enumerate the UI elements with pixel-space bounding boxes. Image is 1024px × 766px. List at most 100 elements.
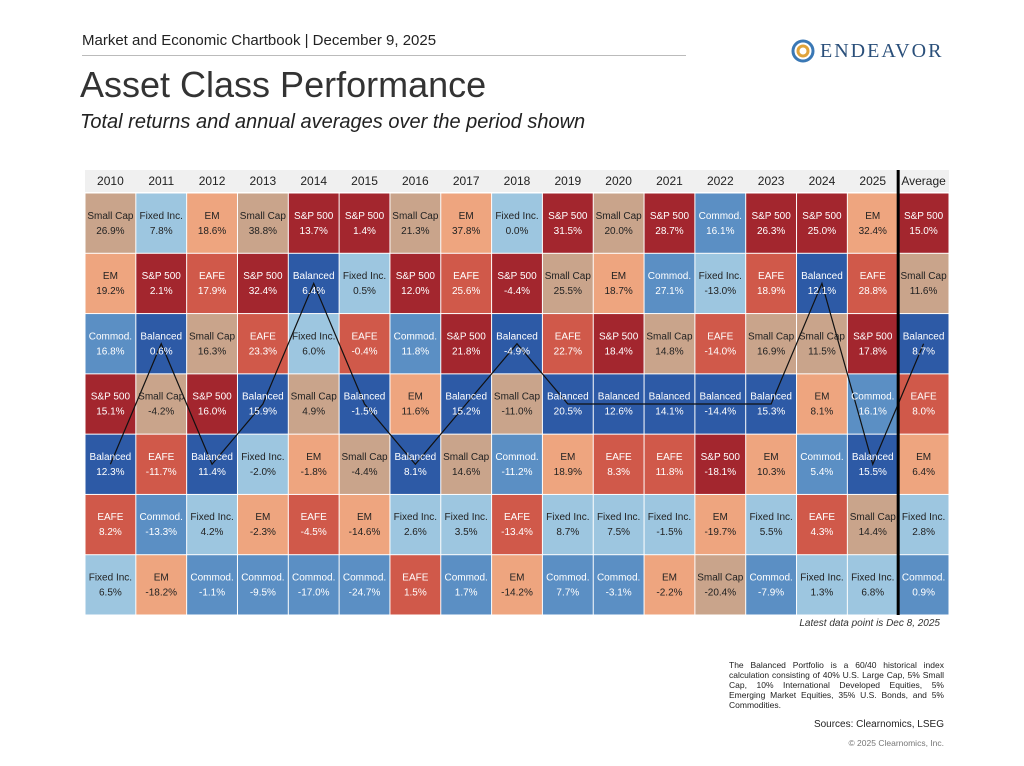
cell [85, 253, 136, 314]
cell-label: Balanced [293, 271, 335, 282]
cell-label: Balanced [191, 452, 233, 463]
cell-label: EAFE [97, 512, 123, 523]
cell [695, 193, 746, 253]
breadcrumb: Market and Economic Chartbook | December… [82, 32, 437, 49]
cell [339, 555, 390, 615]
cell-value: 8.0% [912, 407, 935, 418]
cell [542, 494, 593, 555]
cell [85, 374, 136, 434]
cell [898, 374, 949, 434]
cell-label: Small Cap [545, 271, 592, 282]
cell-value: -2.0% [250, 467, 276, 478]
cell [542, 434, 593, 494]
cell-label: Fixed Inc. [292, 331, 335, 342]
cell-value: -1.5% [351, 407, 377, 418]
cell [492, 253, 542, 314]
cell-label: Balanced [852, 452, 894, 463]
cell [898, 193, 949, 253]
cell [136, 374, 187, 434]
cell [797, 374, 847, 434]
cell [847, 253, 898, 314]
cell [339, 253, 390, 314]
cell [187, 314, 237, 374]
cell [187, 253, 237, 314]
column-header: 2019 [554, 174, 581, 188]
cell [288, 434, 339, 494]
cell-label: Small Cap [850, 512, 897, 523]
cell-value: 3.5% [455, 527, 478, 538]
cell-label: Balanced [598, 392, 640, 403]
cell [593, 494, 644, 555]
cell [441, 314, 492, 374]
cell-value: 11.8% [656, 467, 684, 478]
logo-text: ENDEAVOR [820, 39, 944, 62]
cell-label: EAFE [606, 452, 632, 463]
cell [746, 193, 797, 253]
cell-label: Fixed Inc. [699, 271, 742, 282]
cell-label: EM [764, 452, 779, 463]
cell-value: -19.7% [704, 527, 736, 538]
cell-label: Small Cap [697, 572, 744, 583]
cell-value: -4.9% [504, 346, 530, 357]
cell-label: Balanced [90, 452, 132, 463]
cell [390, 193, 441, 253]
divider [82, 55, 686, 56]
cell-value: 17.8% [859, 346, 887, 357]
cell-label: Fixed Inc. [495, 211, 538, 222]
cell [898, 494, 949, 555]
cell-value: 26.9% [96, 226, 124, 237]
cell-value: 15.1% [96, 407, 124, 418]
cell-label: EAFE [860, 271, 886, 282]
cell [288, 193, 339, 253]
cell-value: 6.5% [99, 587, 122, 598]
cell-label: Fixed Inc. [343, 271, 386, 282]
cell-label: EM [865, 211, 880, 222]
cell [898, 253, 949, 314]
cell-label: Commod. [851, 392, 894, 403]
cell-label: Small Cap [799, 331, 846, 342]
cell-value: -13.4% [501, 527, 533, 538]
cell-value: 25.6% [452, 286, 480, 297]
cell-value: 11.6% [402, 407, 430, 418]
cell-label: Commod. [394, 331, 437, 342]
cell-value: 0.0% [506, 226, 529, 237]
cell-label: EM [154, 572, 169, 583]
cell [492, 193, 542, 253]
cell-value: -18.2% [145, 587, 177, 598]
column-header: 2010 [97, 174, 124, 188]
cell-value: 32.4% [249, 286, 277, 297]
cell [492, 494, 542, 555]
cell-label: Small Cap [341, 452, 388, 463]
cell-value: 10.3% [757, 467, 785, 478]
cell-value: -1.1% [199, 587, 225, 598]
cell-label: Fixed Inc. [140, 211, 183, 222]
cell-label: Balanced [547, 392, 589, 403]
cell [390, 314, 441, 374]
cell [644, 555, 695, 615]
cell-value: 16.0% [198, 407, 226, 418]
cell-value: 6.8% [861, 587, 884, 598]
cell-value: -14.6% [349, 527, 381, 538]
cell-value: -1.5% [656, 527, 682, 538]
cell-label: Fixed Inc. [394, 512, 437, 523]
cell-label: EAFE [453, 271, 479, 282]
cell-value: -4.4% [351, 467, 377, 478]
column-header: 2022 [707, 174, 734, 188]
cell-label: EAFE [504, 512, 530, 523]
column-header: 2023 [758, 174, 785, 188]
cell-label: EM [306, 452, 321, 463]
cell [746, 253, 797, 314]
cell-value: 0.6% [150, 346, 173, 357]
cell-value: 8.3% [607, 467, 630, 478]
cell-label: EM [510, 572, 525, 583]
cell [593, 314, 644, 374]
cell-label: Small Cap [443, 452, 490, 463]
cell-value: 21.3% [401, 226, 429, 237]
cell-label: Balanced [699, 392, 741, 403]
cell-value: -14.0% [704, 346, 736, 357]
cell-value: 8.1% [404, 467, 427, 478]
cell-label: Fixed Inc. [902, 512, 945, 523]
cell-value: -4.2% [148, 407, 174, 418]
cell-value: -18.1% [704, 467, 736, 478]
